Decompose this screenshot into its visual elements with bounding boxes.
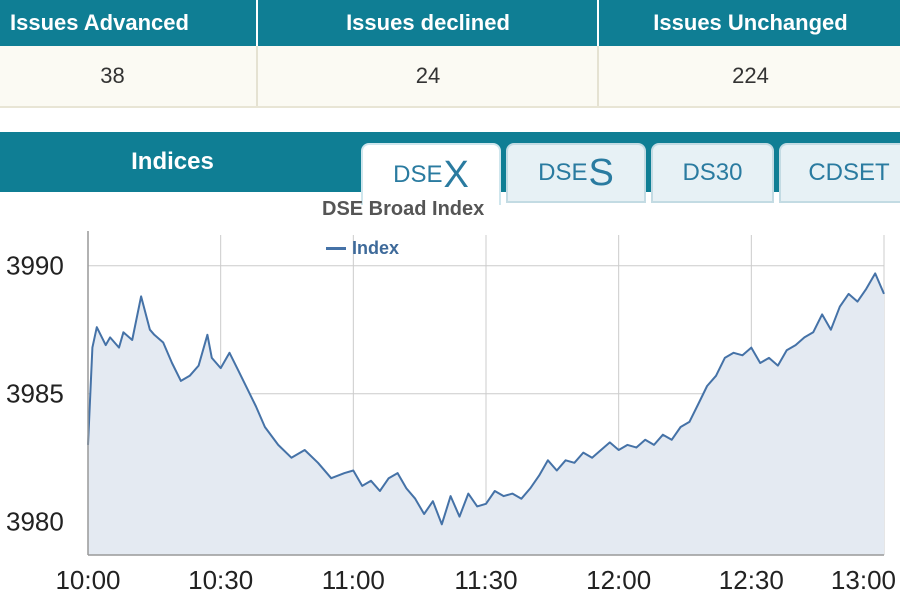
value-issues-declined: 24 [256,46,598,106]
tab-dses[interactable]: DSE S [506,143,646,203]
index-chart: 3980 3985 3990 10:00 10:30 11:00 11:30 12:00 12:… [6,231,896,595]
x-tick-label: 10:30 [188,565,253,595]
tab-dsex[interactable]: DSE X [361,143,501,205]
header-issues-advanced: Issues Advanced [10,10,189,35]
chart-legend[interactable]: Index [326,238,399,259]
chart-title: DSE Broad Index [322,198,485,220]
issues-summary-row: 38 24 224 [0,46,900,108]
tab-cdset[interactable]: CDSET [779,143,900,203]
value-issues-advanced: 38 [100,63,125,88]
issues-summary-header: Issues Advanced Issues declined Issues U… [0,0,900,46]
legend-swatch [326,247,346,250]
legend-label-index: Index [352,238,400,258]
tab-dses-prefix: DSE [538,159,588,186]
series-line-index [87,272,885,526]
x-tick-label: 13:00 [831,565,896,595]
y-tick-label: 3985 [6,379,64,409]
tab-cdset-label: CDSET [808,159,890,186]
x-tick-label: 12:30 [719,565,784,595]
value-issues-unchanged: 224 [597,46,900,106]
y-tick-label: 3980 [6,507,64,537]
series-area-index [88,273,884,555]
x-tick-label: 10:00 [55,565,120,595]
x-tick-label: 12:00 [586,565,651,595]
x-tick-label: 11:00 [322,565,385,595]
header-issues-declined: Issues declined [256,0,598,46]
y-tick-label: 3990 [6,251,64,281]
tab-dsex-letter: X [443,153,469,196]
tab-dsex-prefix: DSE [393,161,443,188]
tab-dses-letter: S [588,151,614,194]
x-tick-label: 11:30 [454,565,517,595]
tab-ds30-label: DS30 [682,159,743,186]
header-issues-unchanged: Issues Unchanged [597,0,900,46]
tab-ds30[interactable]: DS30 [651,143,774,203]
indices-label: Indices [131,148,214,175]
